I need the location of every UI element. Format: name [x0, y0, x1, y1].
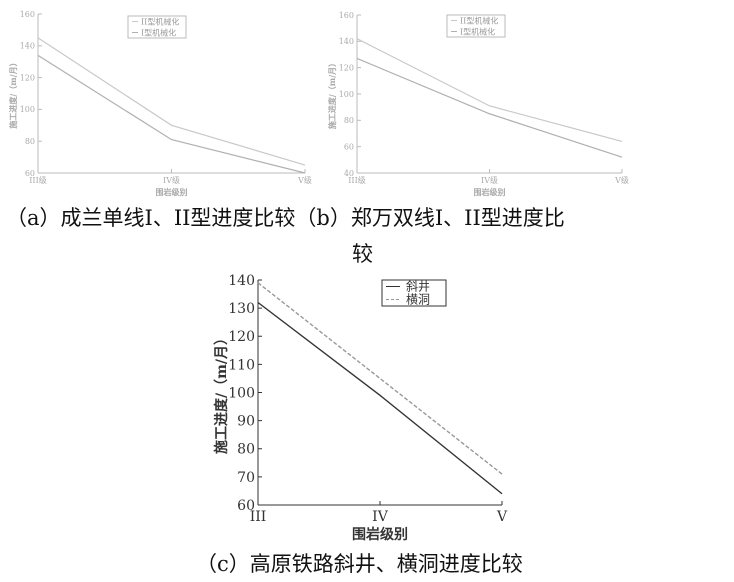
y-tick-label: 60: [344, 142, 354, 151]
series-line-1: [257, 282, 503, 475]
y-tick-label: 110: [228, 357, 255, 373]
x-tick-label: III级: [348, 175, 365, 185]
y-axis-label: 施工进度/（m/月）: [8, 58, 18, 128]
y-axis-label: 施工进度/（m/月）: [213, 331, 230, 454]
y-tick-label: 100: [339, 90, 354, 99]
y-tick-label: 100: [228, 385, 255, 401]
legend-label: I型机械化: [141, 27, 176, 37]
legend-label: I型机械化: [460, 26, 495, 36]
y-tick-label: 140: [339, 37, 354, 46]
y-tick-label: 130: [228, 301, 255, 317]
y-tick-label: 120: [228, 329, 255, 345]
legend-box: [127, 15, 187, 39]
legend-label: II型机械化: [460, 15, 498, 25]
caption-ab-continued: 较: [352, 242, 373, 266]
y-tick-label: 70: [237, 470, 255, 486]
x-axis-label: 围岩级别: [156, 187, 188, 197]
y-tick-label: 90: [237, 414, 255, 430]
x-tick-label: IV级: [481, 175, 498, 185]
y-tick-label: 40: [344, 169, 354, 178]
x-tick-label: III级: [29, 175, 46, 185]
y-tick-label: 60: [25, 169, 35, 178]
x-tick-label: IV: [372, 509, 389, 525]
y-tick-label: 140: [20, 42, 35, 51]
series-line-0: [356, 38, 623, 142]
y-tick-label: 120: [20, 73, 35, 82]
y-tick-label: 80: [237, 442, 255, 458]
series-line-1: [356, 57, 623, 158]
legend-label: 横洞: [406, 293, 430, 307]
series-line-0: [37, 37, 306, 166]
caption-c: （c）高原铁路斜井、横洞进度比较: [196, 552, 523, 576]
caption-ab: （a）成兰单线I、II型进度比较（b）郑万双线I、II型进度比: [6, 206, 565, 230]
x-tick-label: V: [496, 509, 508, 525]
y-tick-label: 160: [339, 11, 354, 20]
x-axis-label: 围岩级别: [474, 187, 506, 197]
x-tick-label: III: [250, 509, 267, 525]
x-tick-label: V级: [614, 175, 629, 185]
legend-box: [446, 14, 506, 38]
x-tick-label: IV级: [163, 175, 180, 185]
y-tick-label: 160: [20, 10, 35, 19]
x-axis-label: 围岩级别: [352, 526, 408, 543]
legend-box: [381, 279, 447, 307]
y-tick-label: 80: [25, 137, 35, 146]
y-tick-label: 100: [20, 105, 35, 114]
x-tick-label: V级: [297, 175, 312, 185]
chart-c: 60 70 80 90 100 110 120 130 140 III IV V 围岩级别 施工进度/（m…: [213, 273, 508, 543]
y-tick-label: 140: [228, 273, 255, 289]
series-line-0: [257, 301, 503, 495]
y-tick-label: 60: [237, 498, 255, 514]
legend-label: II型机械化: [141, 16, 179, 26]
series-line-1: [37, 54, 306, 174]
y-tick-label: 120: [339, 63, 354, 72]
y-axis-label: 施工进度/（m/月）: [327, 59, 337, 129]
y-tick-label: 80: [344, 116, 354, 125]
legend-label: 斜井: [406, 280, 430, 294]
